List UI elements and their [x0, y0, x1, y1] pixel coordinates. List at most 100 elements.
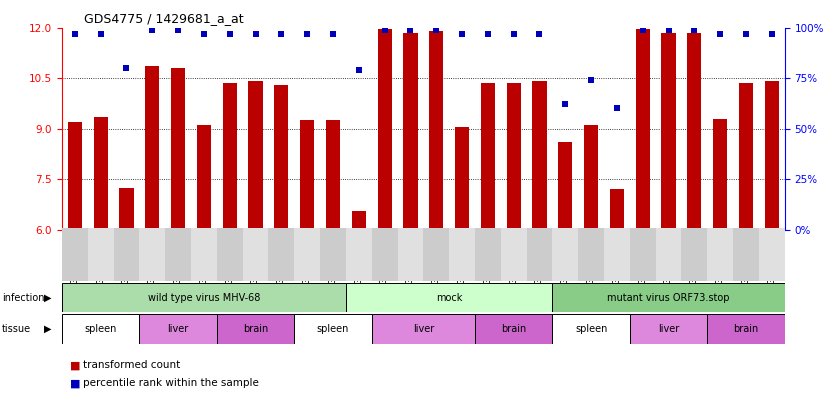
Bar	[294, 228, 320, 281]
Point	[688, 26, 701, 33]
Bar	[553, 314, 629, 344]
Point	[352, 67, 365, 73]
Bar	[274, 85, 288, 230]
Text: GDS4775 / 1429681_a_at: GDS4775 / 1429681_a_at	[83, 12, 244, 25]
Bar	[733, 228, 759, 281]
Bar	[629, 228, 656, 281]
Text: brain: brain	[243, 324, 268, 334]
Bar	[553, 228, 578, 281]
Bar	[662, 33, 676, 230]
Point	[69, 30, 82, 37]
Text: spleen: spleen	[575, 324, 607, 334]
Bar	[300, 120, 314, 230]
Bar	[656, 228, 681, 281]
Point	[507, 30, 520, 37]
Bar	[759, 228, 785, 281]
Point	[430, 26, 443, 33]
Bar	[216, 228, 243, 281]
Bar	[88, 228, 113, 281]
Text: percentile rank within the sample: percentile rank within the sample	[83, 378, 259, 388]
Point	[378, 26, 392, 33]
Bar	[120, 188, 134, 230]
Text: brain: brain	[733, 324, 758, 334]
Bar	[93, 117, 107, 230]
Bar	[372, 314, 475, 344]
Text: spleen: spleen	[84, 324, 116, 334]
Bar	[578, 228, 604, 281]
Bar	[455, 127, 469, 230]
Text: ▶: ▶	[44, 324, 52, 334]
Point	[662, 26, 675, 33]
Bar	[430, 31, 444, 230]
Bar	[397, 228, 423, 281]
Bar	[140, 314, 216, 344]
Bar	[140, 228, 165, 281]
Bar	[320, 228, 346, 281]
Point	[765, 30, 778, 37]
Text: brain: brain	[501, 324, 526, 334]
Bar	[249, 81, 263, 230]
Bar	[449, 228, 475, 281]
Bar	[68, 122, 82, 230]
Bar	[707, 314, 785, 344]
Bar	[216, 314, 294, 344]
Bar	[765, 81, 779, 230]
Bar	[707, 228, 733, 281]
Text: wild type virus MHV-68: wild type virus MHV-68	[148, 293, 260, 303]
Bar	[506, 83, 520, 230]
Bar	[481, 83, 495, 230]
Bar	[533, 81, 547, 230]
Bar	[636, 29, 650, 230]
Text: infection: infection	[2, 293, 44, 303]
Point	[172, 26, 185, 33]
Bar	[191, 228, 216, 281]
Point	[249, 30, 262, 37]
Bar	[558, 142, 572, 230]
Bar	[584, 125, 598, 230]
Bar	[62, 228, 88, 281]
Point	[326, 30, 339, 37]
Point	[94, 30, 107, 37]
Bar	[501, 228, 526, 281]
Text: ■: ■	[70, 378, 81, 388]
Bar	[223, 83, 237, 230]
Bar	[326, 120, 340, 230]
Bar	[713, 119, 727, 230]
Text: ▶: ▶	[44, 293, 52, 303]
Text: transformed count: transformed count	[83, 360, 181, 371]
Bar	[294, 314, 372, 344]
Text: mock: mock	[436, 293, 463, 303]
Bar	[268, 228, 294, 281]
Text: liver: liver	[413, 324, 434, 334]
Bar	[197, 125, 211, 230]
Bar	[475, 314, 553, 344]
Point	[275, 30, 288, 37]
Point	[301, 30, 314, 37]
Bar	[739, 83, 753, 230]
Bar	[243, 228, 268, 281]
Bar	[62, 314, 140, 344]
Point	[482, 30, 495, 37]
Bar	[610, 189, 624, 230]
Point	[197, 30, 211, 37]
Bar	[687, 33, 701, 230]
Bar	[346, 283, 553, 312]
Bar	[372, 228, 397, 281]
Bar	[526, 228, 553, 281]
Point	[739, 30, 752, 37]
Text: spleen: spleen	[317, 324, 349, 334]
Bar	[553, 283, 785, 312]
Text: liver: liver	[168, 324, 188, 334]
Point	[558, 101, 572, 108]
Point	[636, 26, 649, 33]
Text: tissue: tissue	[2, 324, 31, 334]
Point	[455, 30, 468, 37]
Bar	[681, 228, 707, 281]
Point	[223, 30, 236, 37]
Point	[404, 26, 417, 33]
Point	[585, 77, 598, 83]
Text: liver: liver	[658, 324, 679, 334]
Bar	[165, 228, 191, 281]
Bar	[346, 228, 372, 281]
Bar	[629, 314, 707, 344]
